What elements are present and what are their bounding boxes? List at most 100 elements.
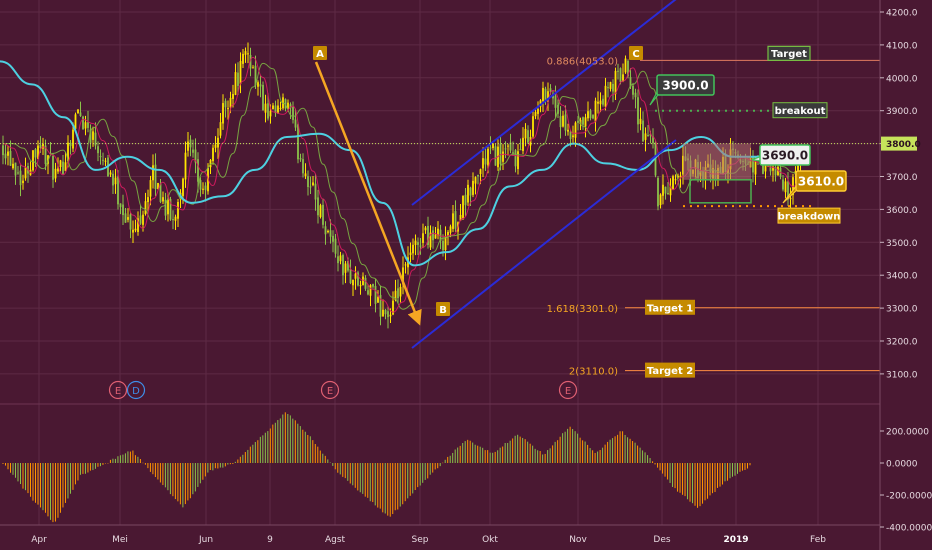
candle[interactable]	[24, 157, 27, 181]
candle[interactable]	[619, 67, 622, 85]
candle[interactable]	[617, 63, 619, 80]
candle[interactable]	[462, 195, 464, 221]
candle[interactable]	[397, 279, 399, 304]
candle[interactable]	[62, 155, 64, 175]
candle[interactable]	[402, 256, 404, 295]
candle[interactable]	[312, 175, 314, 187]
candle[interactable]	[422, 223, 424, 249]
candle[interactable]	[47, 155, 49, 175]
candle[interactable]	[674, 174, 677, 185]
candle[interactable]	[147, 189, 149, 212]
candle[interactable]	[49, 142, 52, 155]
candle[interactable]	[337, 245, 339, 272]
candle[interactable]	[292, 101, 294, 124]
callout-3900[interactable]: 3900.0	[649, 74, 715, 106]
candle[interactable]	[317, 189, 319, 224]
candle[interactable]	[202, 182, 204, 195]
candle[interactable]	[634, 88, 637, 109]
candle[interactable]	[374, 278, 377, 313]
candle[interactable]	[352, 279, 354, 296]
event-marker-dividend[interactable]: D	[126, 380, 146, 400]
candle[interactable]	[132, 220, 134, 243]
candle[interactable]	[154, 153, 157, 197]
breakdown-label[interactable]: breakdown	[777, 207, 841, 224]
candle[interactable]	[12, 157, 14, 170]
candle[interactable]	[624, 55, 627, 74]
candle[interactable]	[129, 212, 132, 239]
candle[interactable]	[599, 92, 602, 113]
candle[interactable]	[562, 110, 564, 128]
candle[interactable]	[14, 162, 17, 185]
channel-lower-line[interactable]	[411, 139, 677, 349]
candle[interactable]	[492, 143, 494, 151]
candle[interactable]	[514, 148, 517, 173]
candle[interactable]	[437, 221, 439, 240]
candle[interactable]	[592, 114, 594, 120]
candle[interactable]	[17, 165, 19, 175]
candle[interactable]	[277, 99, 279, 115]
channel-upper-line[interactable]	[411, 0, 680, 206]
candle[interactable]	[227, 100, 229, 120]
candle[interactable]	[677, 173, 679, 179]
candle[interactable]	[784, 177, 787, 199]
candle[interactable]	[399, 283, 402, 303]
candle[interactable]	[79, 101, 82, 117]
candle[interactable]	[214, 136, 217, 153]
candle[interactable]	[4, 144, 7, 165]
candle[interactable]	[77, 109, 79, 114]
candle[interactable]	[559, 106, 562, 139]
candle[interactable]	[582, 116, 584, 130]
candle[interactable]	[139, 205, 142, 225]
trend-channel[interactable]	[411, 0, 680, 349]
candle[interactable]	[419, 238, 422, 255]
candle[interactable]	[297, 122, 299, 164]
candle[interactable]	[222, 94, 224, 130]
candle[interactable]	[144, 192, 147, 216]
candle[interactable]	[412, 238, 414, 260]
candle[interactable]	[672, 174, 674, 191]
candle[interactable]	[102, 152, 104, 166]
candle[interactable]	[344, 260, 347, 284]
candle[interactable]	[537, 101, 539, 120]
candle[interactable]	[177, 198, 179, 227]
candle[interactable]	[2, 135, 4, 165]
candle[interactable]	[384, 308, 387, 320]
candle[interactable]	[482, 147, 484, 177]
candle[interactable]	[204, 182, 207, 202]
candle[interactable]	[82, 115, 84, 131]
candle[interactable]	[464, 188, 467, 217]
candle[interactable]	[309, 176, 312, 195]
candle[interactable]	[199, 177, 202, 197]
candle[interactable]	[52, 152, 54, 188]
candle[interactable]	[127, 208, 129, 223]
candle[interactable]	[394, 279, 397, 302]
candle[interactable]	[324, 221, 327, 245]
candle[interactable]	[217, 128, 219, 159]
candle[interactable]	[124, 207, 127, 223]
candle[interactable]	[152, 154, 154, 189]
candle[interactable]	[279, 101, 282, 111]
candle[interactable]	[484, 147, 487, 171]
candle[interactable]	[527, 125, 529, 144]
candle[interactable]	[604, 77, 607, 111]
candle[interactable]	[134, 219, 137, 233]
candle[interactable]	[609, 81, 612, 92]
candle[interactable]	[782, 175, 784, 192]
candle[interactable]	[302, 153, 304, 178]
candle[interactable]	[224, 98, 227, 118]
candle[interactable]	[239, 52, 242, 94]
candle[interactable]	[172, 210, 174, 230]
candle[interactable]	[247, 42, 249, 64]
candle[interactable]	[472, 172, 474, 198]
candle[interactable]	[607, 81, 609, 98]
candle[interactable]	[357, 270, 359, 287]
abc-arrow[interactable]	[314, 61, 422, 326]
candle[interactable]	[644, 127, 647, 152]
candle[interactable]	[534, 108, 537, 120]
candle[interactable]	[242, 48, 244, 68]
candle[interactable]	[334, 233, 337, 258]
candle[interactable]	[577, 116, 579, 131]
candle[interactable]	[427, 216, 429, 249]
candle[interactable]	[519, 138, 522, 151]
